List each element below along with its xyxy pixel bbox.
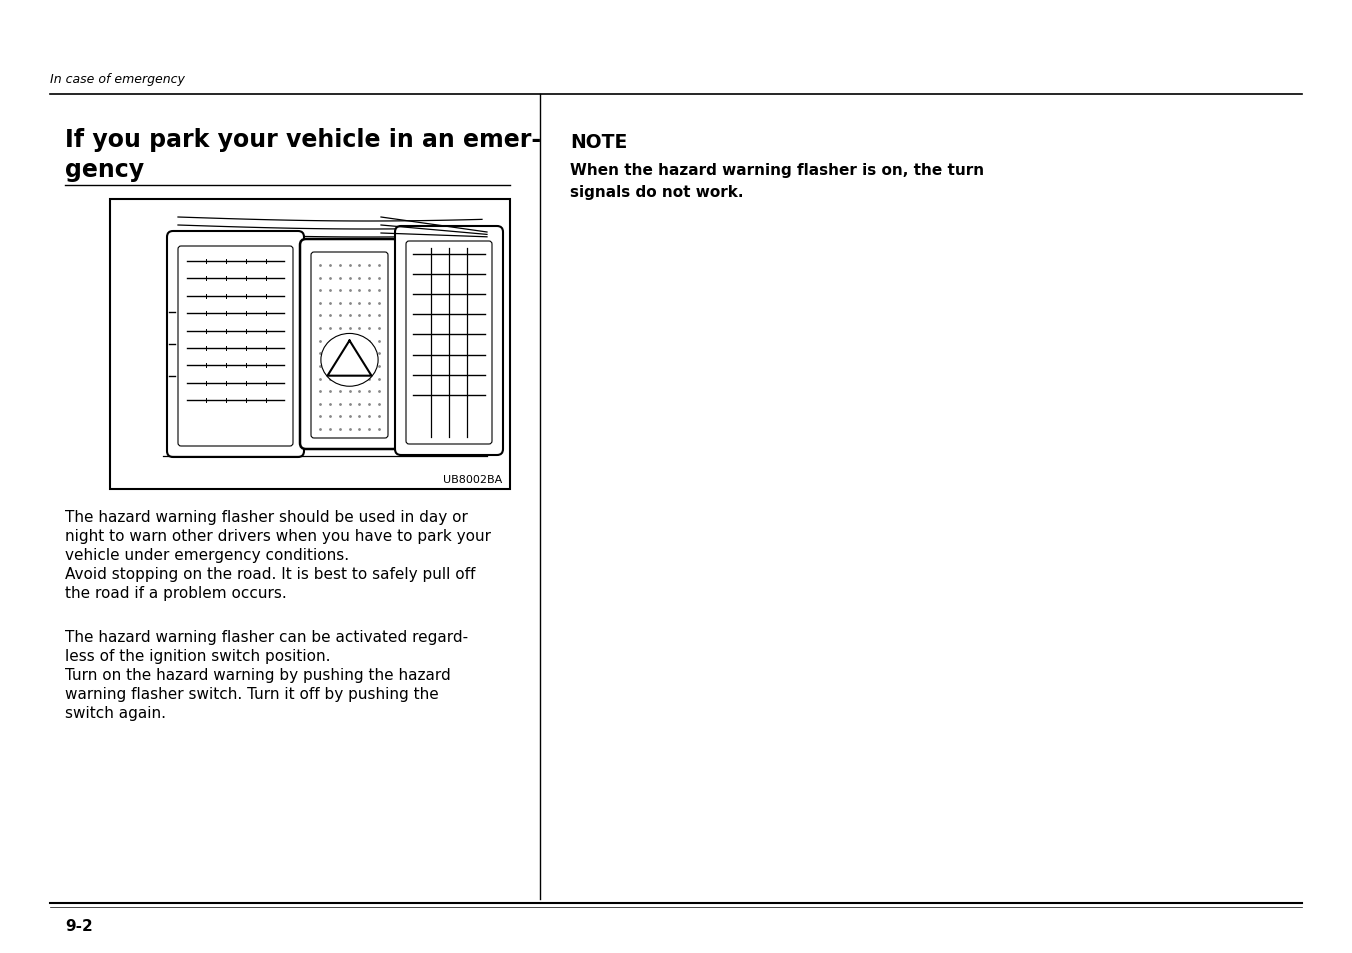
Text: If you park your vehicle in an emer-: If you park your vehicle in an emer- — [65, 128, 541, 152]
Text: NOTE: NOTE — [571, 133, 627, 152]
Text: In case of emergency: In case of emergency — [50, 73, 185, 87]
Text: gency: gency — [65, 158, 145, 182]
FancyBboxPatch shape — [395, 227, 503, 456]
Text: signals do not work.: signals do not work. — [571, 184, 744, 199]
Text: The hazard warning flasher should be used in day or: The hazard warning flasher should be use… — [65, 510, 468, 524]
Text: Turn on the hazard warning by pushing the hazard: Turn on the hazard warning by pushing th… — [65, 667, 450, 682]
Text: 9-2: 9-2 — [65, 919, 93, 934]
FancyBboxPatch shape — [311, 253, 388, 438]
FancyBboxPatch shape — [406, 242, 492, 444]
Text: less of the ignition switch position.: less of the ignition switch position. — [65, 648, 330, 663]
Text: night to warn other drivers when you have to park your: night to warn other drivers when you hav… — [65, 529, 491, 543]
Ellipse shape — [320, 335, 379, 387]
Text: UB8002BA: UB8002BA — [442, 475, 502, 484]
FancyBboxPatch shape — [178, 247, 293, 447]
Text: warning flasher switch. Turn it off by pushing the: warning flasher switch. Turn it off by p… — [65, 686, 439, 701]
Bar — [110, 200, 510, 490]
FancyBboxPatch shape — [168, 232, 304, 457]
Text: vehicle under emergency conditions.: vehicle under emergency conditions. — [65, 547, 349, 562]
Text: The hazard warning flasher can be activated regard-: The hazard warning flasher can be activa… — [65, 629, 468, 644]
Text: the road if a problem occurs.: the road if a problem occurs. — [65, 585, 287, 600]
Text: switch again.: switch again. — [65, 705, 166, 720]
Text: Avoid stopping on the road. It is best to safely pull off: Avoid stopping on the road. It is best t… — [65, 566, 476, 581]
FancyBboxPatch shape — [300, 240, 399, 450]
Text: When the hazard warning flasher is on, the turn: When the hazard warning flasher is on, t… — [571, 162, 984, 177]
